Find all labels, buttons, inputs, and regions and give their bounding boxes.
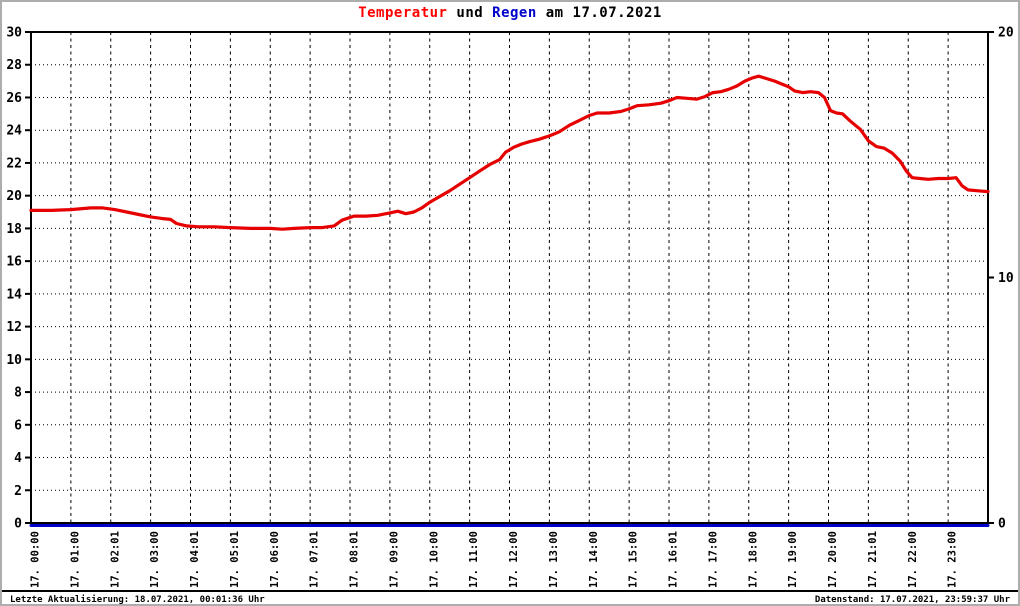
y-left-label: 2: [14, 484, 22, 499]
y-left-label: 30: [6, 26, 22, 41]
y-left-label: 16: [6, 255, 22, 270]
y-left-label: 18: [6, 222, 22, 237]
y-left-label: 20: [6, 189, 22, 204]
x-axis-label: 17. 10:00: [428, 531, 440, 588]
title-date: am 17.07.2021: [536, 5, 662, 21]
series-temperatur-line: [29, 74, 990, 231]
y-left-label: 0: [14, 517, 22, 532]
data-series: [29, 74, 990, 527]
x-axis-label: 17. 11:00: [468, 531, 480, 588]
x-axis-label: 17. 15:00: [628, 531, 640, 588]
x-axis-label: 17. 01:00: [69, 531, 81, 588]
x-axis-label: 17. 16:01: [668, 531, 680, 588]
footer-divider: [2, 590, 1018, 592]
x-axis-label: 17. 14:00: [588, 531, 600, 588]
x-axis-label: 17. 06:00: [269, 531, 281, 588]
x-axis-label: 17. 20:00: [827, 531, 839, 588]
x-axis-label: 17. 09:00: [388, 531, 400, 588]
y-right-label: 10: [998, 271, 1014, 286]
axis-ticks: [25, 31, 994, 524]
x-axis-label: 17. 04:01: [189, 531, 201, 588]
y-axis-right-labels: 0 10 20: [998, 26, 1014, 532]
x-axis-label: 17. 02:01: [109, 531, 121, 588]
title-regen: Regen: [492, 5, 537, 21]
x-axis-label: 17. 00:00: [30, 531, 42, 588]
y-left-label: 12: [6, 320, 22, 335]
y-left-label: 28: [6, 58, 22, 73]
y-left-label: 26: [6, 91, 22, 106]
data-status-text: Datenstand: 17.07.2021, 23:59:37 Uhr: [814, 595, 1010, 605]
x-axis-label: 17. 12:00: [508, 531, 520, 588]
title-temperatur: Temperatur: [358, 5, 448, 21]
y-right-label: 0: [998, 517, 1006, 532]
y-left-label: 22: [6, 156, 22, 171]
x-axis-label: 17. 21:01: [867, 531, 879, 588]
x-axis-label: 17. 08:01: [349, 531, 361, 588]
y-left-label: 4: [14, 451, 22, 466]
x-axis-label: 17. 07:01: [309, 531, 321, 588]
x-axis-label: 17. 05:01: [229, 531, 241, 588]
x-axis-label: 17. 03:00: [149, 531, 161, 588]
x-axis-labels: 17. 00:00 17. 01:00 17. 02:01 17. 03:00 17. …: [30, 531, 959, 588]
x-axis-label: 17. 17:00: [707, 531, 719, 588]
y-right-label: 20: [998, 26, 1014, 41]
x-axis-label: 17. 19:00: [787, 531, 799, 588]
y-left-label: 8: [14, 386, 22, 401]
x-axis-label: 17. 22:00: [907, 531, 919, 588]
last-update-text: Letzte Aktualisierung: 18.07.2021, 00:01…: [10, 595, 265, 605]
y-left-label: 24: [6, 124, 22, 139]
y-left-label: 6: [14, 418, 22, 433]
x-axis-label: 17. 13:00: [548, 531, 560, 588]
y-left-label: 14: [6, 287, 22, 302]
x-axis-label: 17. 23:00: [947, 531, 959, 588]
x-axis-label: 17. 18:00: [747, 531, 759, 588]
page-title: Temperatur und Regen am 17.07.2021: [2, 5, 1018, 21]
y-left-label: 10: [6, 353, 22, 368]
title-und: und: [447, 5, 493, 21]
gridlines: [31, 32, 988, 523]
